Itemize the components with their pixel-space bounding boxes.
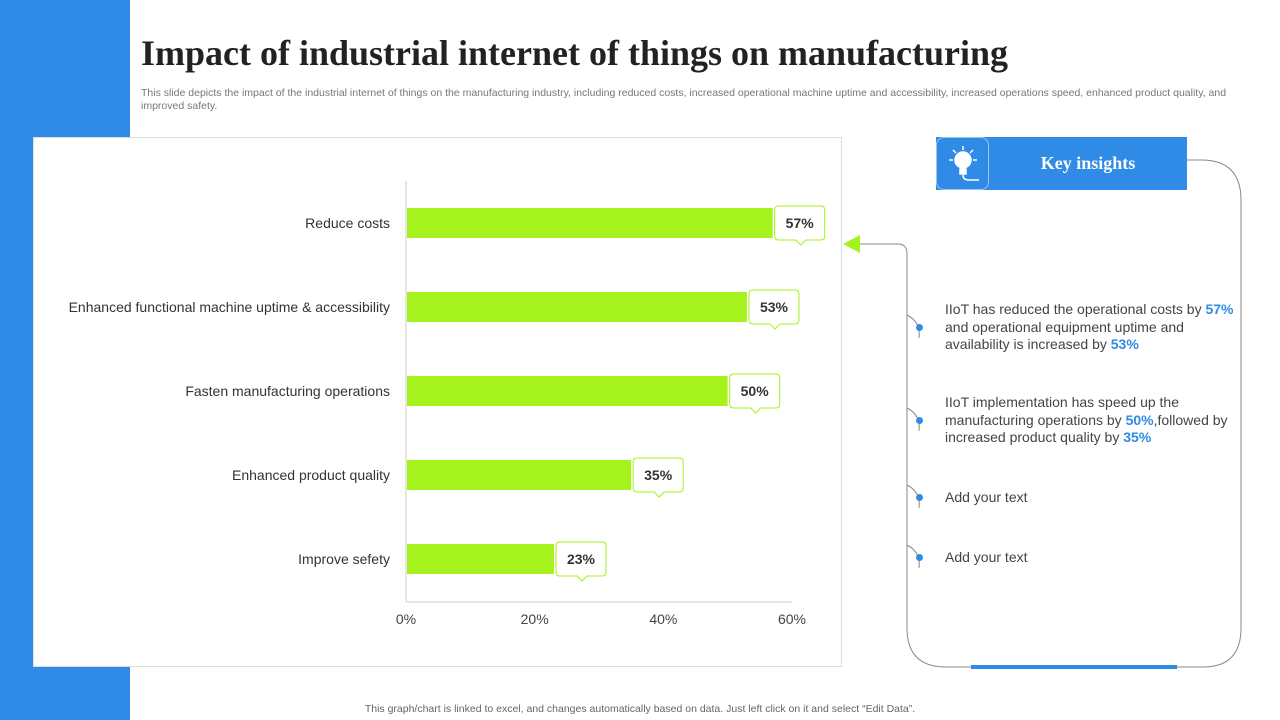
x-tick-label: 40% xyxy=(649,611,677,627)
x-tick-label: 0% xyxy=(396,611,416,627)
category-label: Fasten manufacturing operations xyxy=(185,383,390,399)
x-tick-label: 20% xyxy=(521,611,549,627)
pointer-arrow-icon xyxy=(843,235,860,253)
category-label: Reduce costs xyxy=(305,215,390,231)
insight-4[interactable]: Add your text xyxy=(945,549,1028,565)
data-label: 53% xyxy=(760,299,789,315)
bullet-dot xyxy=(916,324,923,331)
bar xyxy=(407,208,773,238)
data-label-callout xyxy=(632,457,684,498)
data-label: 23% xyxy=(567,551,596,567)
category-label: Enhanced functional machine uptime & acc… xyxy=(69,299,390,315)
category-label: Improve sefety xyxy=(298,551,390,567)
x-tick-label: 60% xyxy=(778,611,806,627)
bar xyxy=(407,544,554,574)
data-label: 35% xyxy=(644,467,673,483)
bar xyxy=(407,460,632,490)
chart-svg: 0% 20% 40% 60% Reduce costs 57% Enhanced funct… xyxy=(69,181,826,627)
page-subtitle: This slide depicts the impact of the ind… xyxy=(141,87,1227,112)
data-label-callout xyxy=(748,289,800,330)
insight-1: IIoT has reduced the operational costs b… xyxy=(945,301,1234,352)
data-label: 50% xyxy=(741,383,770,399)
bar-chart[interactable]: 0% 20% 40% 60% Reduce costs 57% Enhanced funct… xyxy=(33,137,842,667)
bullet-dot xyxy=(916,417,923,424)
insight-2: IIoT implementation has speed up the man… xyxy=(945,394,1228,445)
bullet-dot xyxy=(916,494,923,501)
bar xyxy=(407,292,747,322)
page-title: Impact of industrial internet of things … xyxy=(141,33,1009,73)
data-label-callout xyxy=(774,205,826,246)
data-label: 57% xyxy=(786,215,815,231)
bar xyxy=(407,376,728,406)
category-label: Enhanced product quality xyxy=(232,467,390,483)
footer-note: This graph/chart is linked to excel, and… xyxy=(364,703,916,715)
insight-3[interactable]: Add your text xyxy=(945,489,1028,505)
data-label-callout xyxy=(729,373,781,414)
data-label-callout xyxy=(555,541,607,582)
key-insights-title: Key insights xyxy=(1040,153,1136,173)
brain-lightbulb-icon xyxy=(936,137,989,190)
bullet-dot xyxy=(916,554,923,561)
key-insights-header: Key insights xyxy=(936,137,1187,190)
